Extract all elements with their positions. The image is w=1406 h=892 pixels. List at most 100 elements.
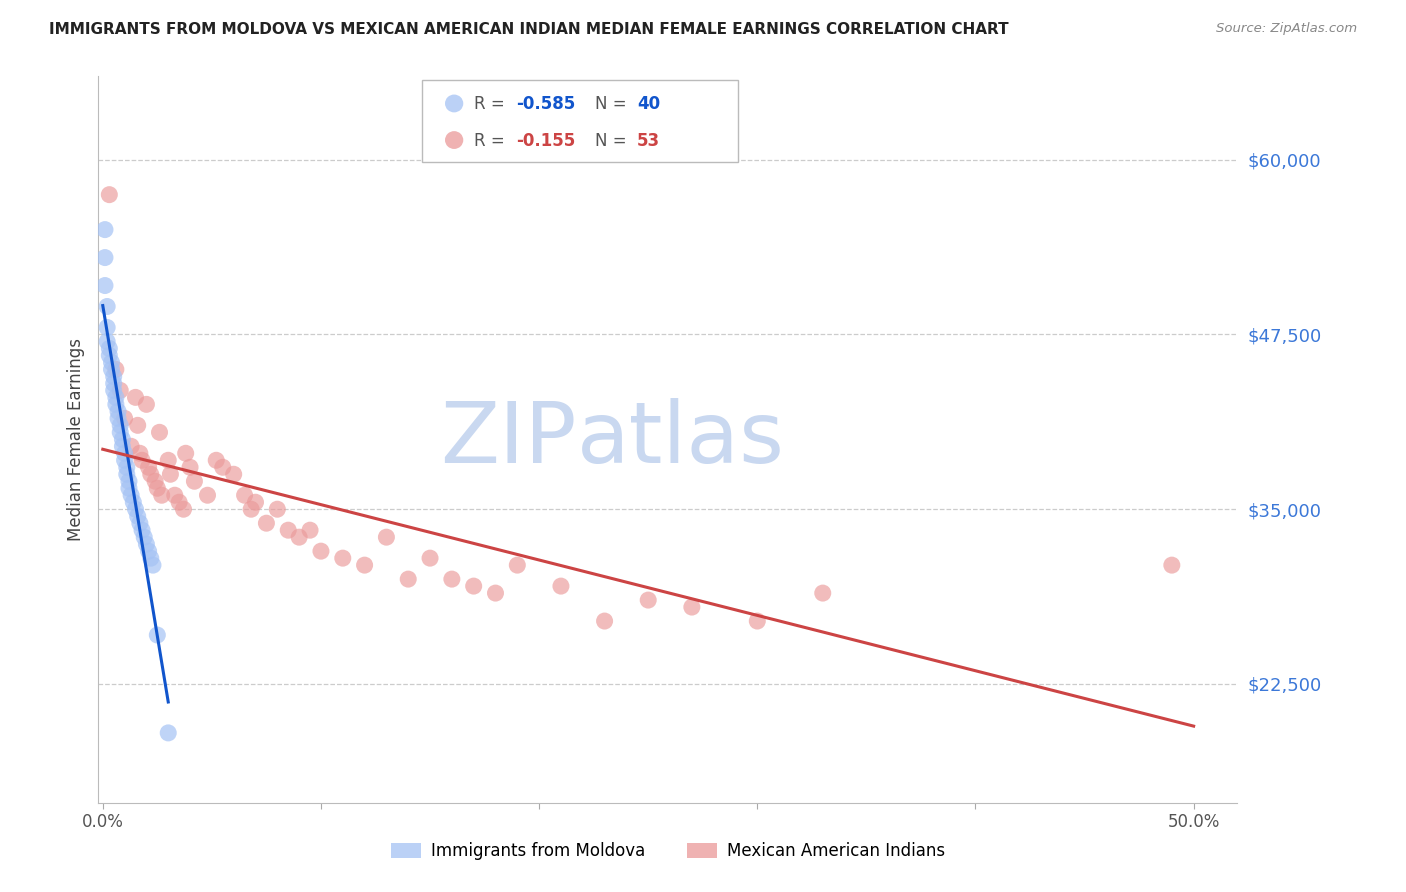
Point	[266, 502, 288, 516]
Point	[124, 502, 146, 516]
Point	[111, 432, 134, 446]
Point	[157, 726, 180, 740]
Point	[124, 390, 146, 404]
Point	[122, 495, 145, 509]
Point	[114, 453, 136, 467]
Point	[134, 530, 156, 544]
Point	[118, 481, 141, 495]
Point	[167, 495, 190, 509]
Point	[100, 355, 122, 369]
Text: IMMIGRANTS FROM MOLDOVA VS MEXICAN AMERICAN INDIAN MEDIAN FEMALE EARNINGS CORREL: IMMIGRANTS FROM MOLDOVA VS MEXICAN AMERI…	[49, 22, 1010, 37]
Point	[179, 460, 201, 475]
Point	[104, 390, 127, 404]
Point	[254, 516, 277, 531]
Point	[138, 544, 160, 558]
Point	[96, 334, 118, 349]
Point	[593, 614, 616, 628]
Point	[110, 425, 132, 440]
Point	[288, 530, 311, 544]
Point	[115, 467, 138, 482]
Point	[159, 467, 181, 482]
Text: atlas: atlas	[576, 398, 785, 481]
Point	[811, 586, 834, 600]
Point	[396, 572, 419, 586]
Point	[163, 488, 186, 502]
Text: N =: N =	[595, 95, 631, 113]
Point	[550, 579, 572, 593]
Point	[142, 558, 165, 573]
Point	[128, 516, 150, 531]
Point	[747, 614, 769, 628]
Point	[173, 502, 195, 516]
Point	[139, 551, 162, 566]
Point	[94, 251, 117, 265]
Point	[205, 453, 228, 467]
Point	[114, 411, 136, 425]
Point	[94, 222, 117, 236]
Point	[440, 572, 463, 586]
Point	[110, 418, 132, 433]
Point	[115, 460, 138, 475]
Text: -0.155: -0.155	[516, 132, 575, 150]
Point	[111, 439, 134, 453]
Point	[1160, 558, 1182, 573]
Point	[245, 495, 267, 509]
Point	[484, 586, 506, 600]
Point	[146, 628, 169, 642]
Point	[353, 558, 375, 573]
Point	[127, 418, 149, 433]
Point	[100, 362, 122, 376]
Point	[96, 320, 118, 334]
Point	[146, 481, 169, 495]
Point	[138, 460, 160, 475]
Point	[98, 342, 121, 356]
Point	[157, 453, 180, 467]
Point	[240, 502, 263, 516]
Point	[222, 467, 245, 482]
Text: N =: N =	[595, 132, 631, 150]
Point	[637, 593, 659, 607]
Point	[118, 475, 141, 489]
Point	[98, 348, 121, 362]
Point	[143, 475, 166, 489]
Point	[127, 509, 149, 524]
Point	[94, 278, 117, 293]
Text: R =: R =	[474, 95, 510, 113]
Text: R =: R =	[474, 132, 510, 150]
Point	[419, 551, 441, 566]
Point	[197, 488, 219, 502]
Point	[104, 397, 127, 411]
Point	[103, 376, 125, 391]
Point	[332, 551, 354, 566]
Point	[375, 530, 398, 544]
Text: 40: 40	[637, 95, 659, 113]
Point	[131, 453, 153, 467]
Point	[463, 579, 485, 593]
Point	[233, 488, 256, 502]
Point	[120, 488, 142, 502]
Point	[120, 439, 142, 453]
Point	[103, 369, 125, 384]
Point	[277, 523, 299, 537]
Point	[98, 187, 121, 202]
Point	[139, 467, 162, 482]
Point	[110, 384, 132, 398]
Legend: Immigrants from Moldova, Mexican American Indians: Immigrants from Moldova, Mexican America…	[384, 836, 952, 867]
Point	[183, 475, 205, 489]
Point	[104, 362, 127, 376]
Point	[96, 300, 118, 314]
Text: ZIP: ZIP	[440, 398, 576, 481]
Point	[150, 488, 173, 502]
Text: Source: ZipAtlas.com: Source: ZipAtlas.com	[1216, 22, 1357, 36]
Point	[103, 384, 125, 398]
Point	[211, 460, 233, 475]
Point	[299, 523, 322, 537]
Y-axis label: Median Female Earnings: Median Female Earnings	[66, 338, 84, 541]
Point	[135, 397, 157, 411]
Point	[131, 523, 153, 537]
Point	[148, 425, 170, 440]
Point	[135, 537, 157, 551]
Point	[174, 446, 197, 460]
Point	[309, 544, 332, 558]
Text: 53: 53	[637, 132, 659, 150]
